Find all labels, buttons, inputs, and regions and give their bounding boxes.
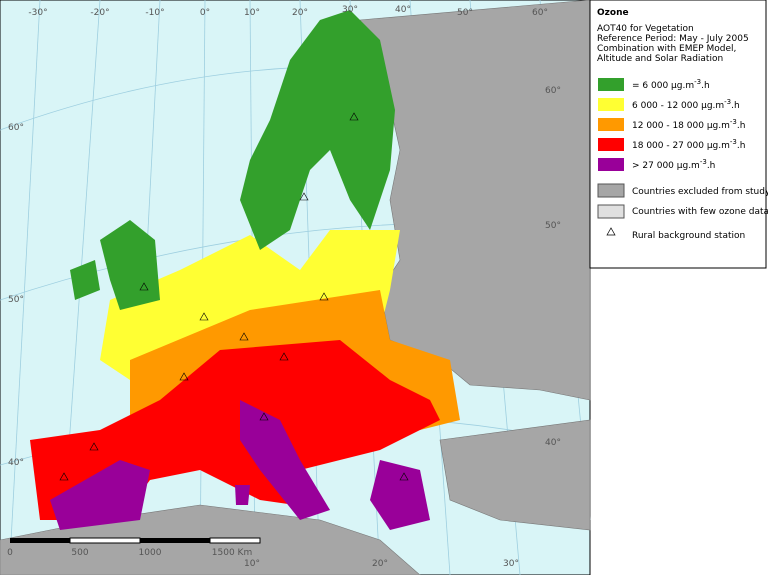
legend-label: 18 000 - 27 000 µg.m-3.h (632, 138, 745, 151)
legend-label-suffix: .h (731, 101, 740, 111)
graticule-label: 0° (200, 8, 210, 18)
graticule-label: 50° (8, 295, 24, 305)
rural-stations (59, 112, 409, 481)
legend-swatch (597, 204, 625, 219)
legend-label-text: 18 000 - 27 000 µg.m (632, 141, 730, 151)
legend-title: Ozone (597, 8, 629, 18)
graticule-label: 40° (545, 438, 561, 448)
legend-station-symbol (606, 227, 616, 236)
graticule-label: -20° (90, 8, 109, 18)
graticule-label: 40° (395, 5, 411, 15)
graticule-labels: -30° -20° -10° 0° 10° 20° 30° 40° 50° 60° 60° 50° 40… (7, 5, 561, 569)
legend-label: Countries with few ozone data (632, 207, 768, 217)
legend-label-sup: -3 (694, 78, 701, 86)
legend-label-suffix: .h (707, 161, 716, 171)
legend-label-text: > 27 000 µg.m (632, 161, 700, 171)
legend-subtitle: Combination with EMEP Model, (597, 44, 736, 54)
legend-label: Rural background station (632, 231, 745, 241)
legend-subtitle: AOT40 for Vegetation (597, 24, 694, 34)
legend-box (589, 0, 767, 269)
scale-label: 500 (71, 548, 88, 558)
scale-label: 1500 Km (212, 548, 252, 558)
legend-swatch (597, 183, 625, 198)
graticule-label: 50° (545, 221, 561, 231)
legend-label: 12 000 - 18 000 µg.m-3.h (632, 118, 745, 131)
legend-swatch (598, 158, 624, 171)
legend-label-text: 12 000 - 18 000 µg.m (632, 121, 730, 131)
legend-label-sup: -3 (730, 118, 737, 126)
legend-label-sup: -3 (730, 138, 737, 146)
graticule-label: 30° (503, 559, 519, 569)
graticule-label: 20° (372, 559, 388, 569)
legend-label-sup: -3 (700, 158, 707, 166)
legend-swatch (598, 118, 624, 131)
scale-label: 0 (7, 548, 13, 558)
legend-label-sup: -3 (724, 98, 731, 106)
legend-label: 6 000 - 12 000 µg.m-3.h (632, 98, 740, 111)
scale-bar (10, 537, 261, 544)
graticule-label: 60° (8, 123, 24, 133)
legend-subtitle: Reference Period: May - July 2005 (597, 34, 749, 44)
scale-label: 1000 (139, 548, 162, 558)
legend-swatch (598, 78, 624, 91)
graticule-label: 60° (532, 8, 548, 18)
legend-subtitle: Altitude and Solar Radiation (597, 54, 723, 64)
graticule-label: 30° (342, 5, 358, 15)
legend-swatch (598, 98, 624, 111)
graticule-label: 10° (244, 559, 260, 569)
graticule-label: -30° (28, 8, 47, 18)
legend-label: Countries excluded from study (632, 187, 768, 197)
legend-swatch (598, 138, 624, 151)
legend-label: > 27 000 µg.m-3.h (632, 158, 715, 171)
legend-label-suffix: .h (737, 121, 746, 131)
legend-label-suffix: .h (701, 81, 710, 91)
excluded-land (0, 0, 591, 576)
legend-label-text: 6 000 - 12 000 µg.m (632, 101, 724, 111)
graticule-label: -10° (145, 8, 164, 18)
legend-label-suffix: .h (737, 141, 746, 151)
graticule-label: 10° (244, 8, 260, 18)
graticule-label: 60° (545, 86, 561, 96)
ozone-classes (30, 10, 460, 530)
graticule-label: 50° (457, 8, 473, 18)
graticule-label: 20° (292, 8, 308, 18)
legend-label-text: = 6 000 µg.m (632, 81, 694, 91)
graticule-label: 40° (8, 458, 24, 468)
legend-label: = 6 000 µg.m-3.h (632, 78, 710, 91)
